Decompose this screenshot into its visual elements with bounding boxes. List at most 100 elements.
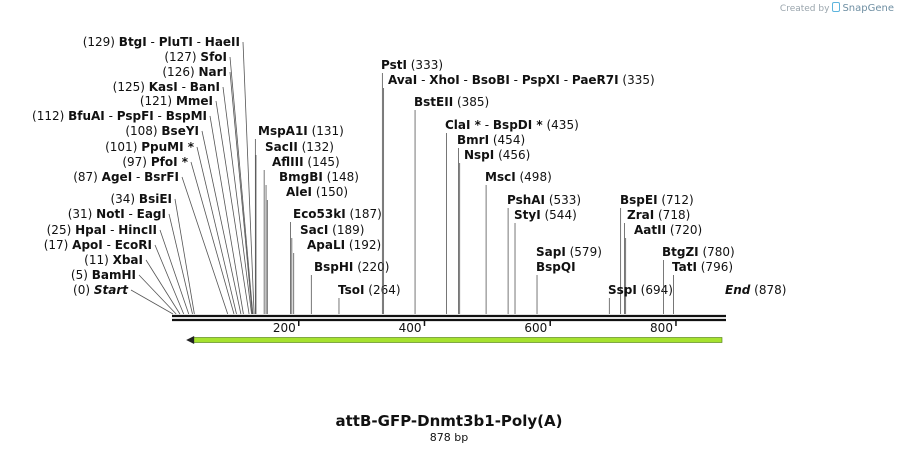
site-pfoi[interactable]: (97) PfoI * (122, 155, 235, 315)
site-apali[interactable]: ApaLI (192) (293, 238, 381, 314)
site-label: PshAI (533) (507, 193, 581, 207)
site-label: BspEI (712) (620, 193, 694, 207)
site-xbai[interactable]: (11) XbaI (84, 253, 181, 315)
site-position: (720) (666, 223, 702, 237)
site-position: (31) (68, 207, 96, 221)
site-bfuai[interactable]: (112) BfuAI - PspFI - BspMI (32, 109, 244, 315)
site-label: BtgZI (780) (662, 245, 735, 259)
enzyme-name: NspI (464, 148, 494, 162)
site-bspei[interactable]: BspEI (712) (620, 193, 694, 314)
site-bmgbi[interactable]: BmgBI (148) (265, 170, 359, 314)
site-bamhi[interactable]: (5) BamHI (71, 268, 177, 315)
site-position: (0) (73, 283, 94, 297)
site-label: ApaLI (192) (307, 238, 381, 252)
enzyme-name: BfuAI (68, 109, 105, 123)
site-bsiei[interactable]: (34) BsiEI (110, 192, 195, 315)
enzyme-name: BsrFI (144, 170, 179, 184)
site-btgi[interactable]: (129) BtgI - PluTI - HaeII (83, 35, 255, 315)
site-position: (533) (545, 193, 581, 207)
site-sfoi[interactable]: (127) SfoI (164, 50, 254, 315)
site-position: (385) (453, 95, 489, 109)
site-mspa1i[interactable]: MspA1I (131) (254, 124, 344, 314)
site-label: (0) Start (73, 283, 129, 297)
site-position: (87) (73, 170, 101, 184)
feature-arrow-body (191, 337, 723, 343)
site-connector (159, 229, 190, 315)
site-connector (242, 41, 255, 315)
site-position: (150) (312, 185, 348, 199)
site-connector (138, 274, 177, 315)
site-label: ClaI * - BspDI * (435) (445, 118, 579, 132)
enzyme-name: AvaI (388, 73, 417, 87)
enzyme-name: PspXI (522, 73, 560, 87)
axis-tick-label: 400 (399, 321, 422, 335)
enzyme-name: BspEI (620, 193, 658, 207)
enzyme-name: PstI (381, 58, 407, 72)
site-ppumi[interactable]: (101) PpuMI * (105, 140, 237, 315)
site-pshai[interactable]: PshAI (533) (507, 193, 581, 314)
site-start[interactable]: (0) Start (73, 283, 174, 315)
site-label: NspI (456) (464, 148, 530, 162)
enzyme-name: TatI (672, 260, 697, 274)
site-afliii[interactable]: AflIII (145) (263, 155, 340, 314)
enzyme-name: SacII (265, 140, 298, 154)
site-bsteii[interactable]: BstEII (385) (414, 95, 489, 314)
site-kasi[interactable]: (125) KasI - BanI (113, 80, 252, 315)
site-label: AvaI - XhoI - BsoBI - PspXI - PaeR7I (33… (388, 73, 655, 87)
site-end[interactable]: End (878) (725, 283, 786, 297)
site-saci[interactable]: SacI (189) (291, 223, 365, 314)
site-alei[interactable]: AleI (150) (266, 185, 348, 314)
enzyme-name: BstEII (414, 95, 453, 109)
site-label: AleI (150) (286, 185, 348, 199)
site-aatii[interactable]: AatII (720) (625, 223, 702, 314)
enzyme-name: PshAI (507, 193, 545, 207)
site-clai[interactable]: ClaI * - BspDI * (435) (445, 118, 579, 314)
site-mmei[interactable]: (121) MmeI (140, 94, 250, 315)
enzyme-name: BsiEI (139, 192, 172, 206)
site-noti[interactable]: (31) NotI - EagI (68, 207, 193, 315)
site-label: BspQI (536, 260, 576, 274)
feature-arrow-head (186, 336, 195, 344)
enzyme-name: ClaI * (445, 118, 482, 132)
enzyme-name: EagI (137, 207, 166, 221)
site-zrai[interactable]: ZraI (718) (624, 208, 690, 314)
site-position: (718) (654, 208, 690, 222)
site-position: (112) (32, 109, 68, 123)
site-sacii[interactable]: SacII (132) (255, 140, 334, 314)
site-label: Eco53kI (187) (293, 207, 382, 221)
site-tsoi[interactable]: TsoI (264) (338, 283, 401, 314)
branding-name: SnapGene (842, 3, 894, 14)
site-psti[interactable]: PstI (333) (381, 58, 443, 314)
site-label: (5) BamHI (71, 268, 136, 282)
site-position: (544) (541, 208, 577, 222)
site-sspi[interactable]: SspI (694) (608, 283, 673, 314)
site-avai[interactable]: AvaI - XhoI - BsoBI - PspXI - PaeR7I (33… (383, 73, 655, 314)
site-hpai[interactable]: (25) HpaI - HincII (47, 223, 190, 315)
site-apoi[interactable]: (17) ApoI - EcoRI (44, 238, 185, 315)
site-nspi[interactable]: NspI (456) (459, 148, 531, 314)
site-position: (498) (516, 170, 552, 184)
site-btgzi[interactable]: BtgZI (780) (662, 245, 735, 314)
enzyme-name: BamHI (92, 268, 136, 282)
site-position: (101) (105, 140, 141, 154)
site-position: (121) (140, 94, 176, 108)
site-label: TatI (796) (672, 260, 733, 274)
site-label: BmrI (454) (457, 133, 525, 147)
site-position: (333) (407, 58, 443, 72)
site-bmri[interactable]: BmrI (454) (457, 133, 525, 314)
site-msci[interactable]: MscI (498) (485, 170, 552, 314)
site-nari[interactable]: (126) NarI (162, 65, 253, 315)
site-bseyi[interactable]: (108) BseYI (125, 124, 242, 315)
site-connector (190, 161, 235, 315)
enzyme-name: AleI (286, 185, 312, 199)
site-label: (121) MmeI (140, 94, 213, 108)
site-tati[interactable]: TatI (796) (672, 260, 733, 314)
site-bsphi[interactable]: BspHI (220) (310, 260, 389, 314)
site-styi[interactable]: StyI (544) (514, 208, 577, 314)
site-position: (796) (697, 260, 733, 274)
site-eco53ki[interactable]: Eco53kI (187) (290, 207, 382, 314)
site-sapi[interactable]: SapI (579)BspQI (536, 245, 602, 314)
site-agei[interactable]: (87) AgeI - BsrFI (73, 170, 229, 315)
site-connector (154, 244, 185, 315)
